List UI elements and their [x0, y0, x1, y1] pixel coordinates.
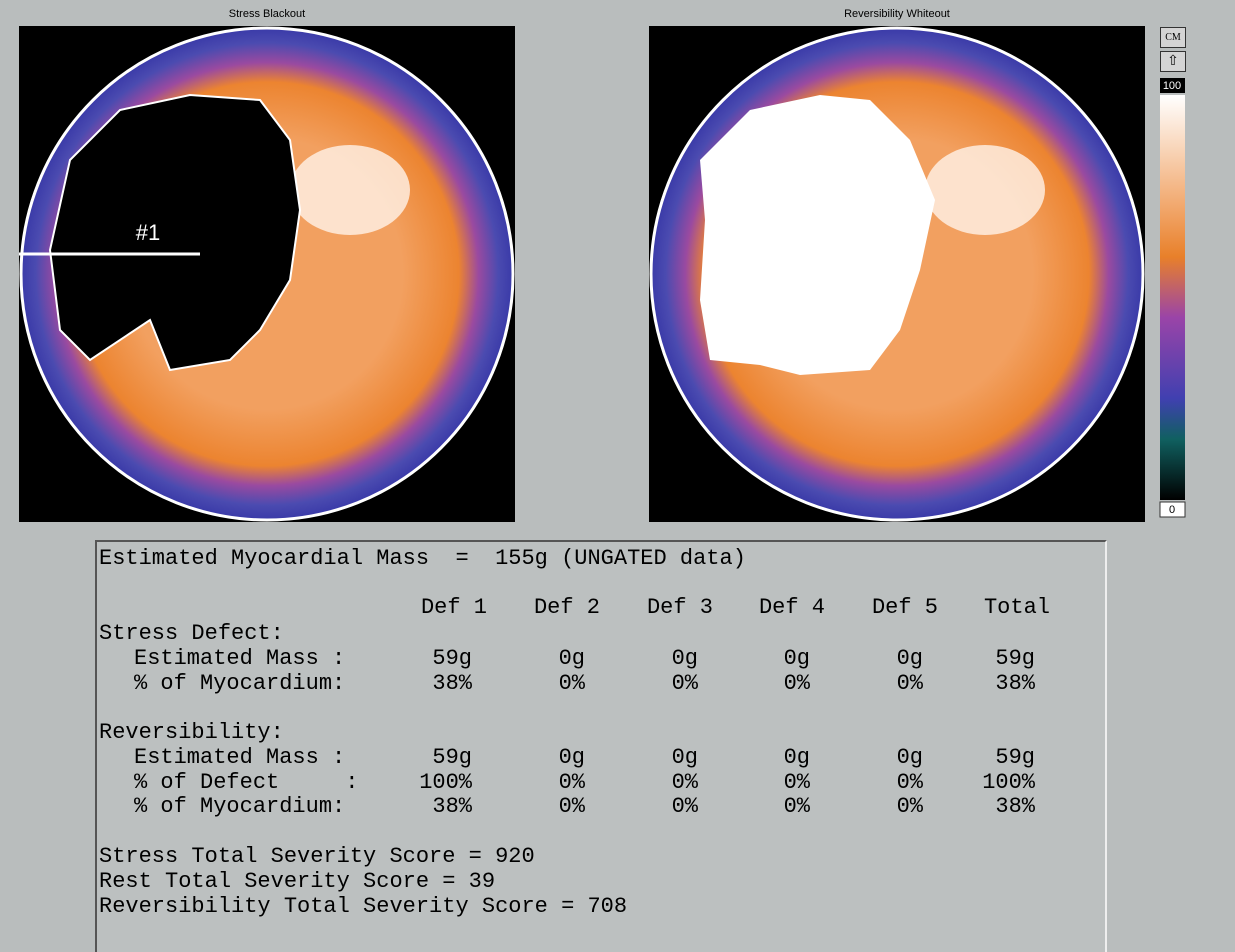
- section-title: Reversibility:: [99, 721, 284, 745]
- map-title: Reversibility Whiteout: [844, 8, 950, 20]
- row-label: % of Defect :: [134, 771, 358, 795]
- cell: 59g: [352, 746, 472, 770]
- cell: 0g: [465, 746, 585, 770]
- cell: 38%: [915, 672, 1035, 696]
- colorbar-min: 0: [1169, 504, 1175, 516]
- app-window: Stress Blackout #1 Reversibility Whiteou…: [0, 0, 1235, 944]
- column-header: Def 3: [593, 596, 713, 620]
- score-line: Rest Total Severity Score = 39: [99, 870, 495, 894]
- arrow-button[interactable]: ⇧: [1160, 51, 1186, 72]
- cell: 38%: [915, 795, 1035, 819]
- map-title: Stress Blackout: [229, 8, 305, 20]
- cell: 0%: [690, 795, 810, 819]
- mass-line: Estimated Myocardial Mass = 155g (UNGATE…: [99, 547, 746, 571]
- cell: 0g: [578, 746, 698, 770]
- defect-label: #1: [136, 220, 160, 245]
- section-title: Stress Defect:: [99, 622, 284, 646]
- cell: 0g: [803, 647, 923, 671]
- cell: 0%: [578, 795, 698, 819]
- column-header: Def 2: [480, 596, 600, 620]
- cell: 100%: [915, 771, 1035, 795]
- row-label: Estimated Mass :: [134, 746, 345, 770]
- cell: 0g: [578, 647, 698, 671]
- cell: 0g: [465, 647, 585, 671]
- cell: 59g: [352, 647, 472, 671]
- cell: 0%: [803, 672, 923, 696]
- report-panel: Estimated Myocardial Mass = 155g (UNGATE…: [95, 540, 1107, 952]
- column-header: Total: [930, 596, 1050, 620]
- row-label: Estimated Mass :: [134, 647, 345, 671]
- cell: 0g: [803, 746, 923, 770]
- cell: 0%: [465, 795, 585, 819]
- cell: 38%: [352, 672, 472, 696]
- polar-maps: Stress Blackout #1 Reversibility Whiteou…: [0, 0, 1235, 530]
- cell: 0%: [803, 795, 923, 819]
- cell: 0g: [690, 746, 810, 770]
- hotspot: [290, 145, 410, 235]
- cell: 0%: [465, 771, 585, 795]
- score-line: Reversibility Total Severity Score = 708: [99, 895, 627, 919]
- cell: 0%: [578, 672, 698, 696]
- column-header: Def 4: [705, 596, 825, 620]
- cell: 0%: [690, 771, 810, 795]
- row-label: % of Myocardium:: [134, 672, 345, 696]
- cell: 100%: [352, 771, 472, 795]
- column-header: Def 5: [818, 596, 938, 620]
- colorbar: [1160, 95, 1185, 500]
- row-label: % of Myocardium:: [134, 795, 345, 819]
- cell: 0%: [578, 771, 698, 795]
- colorbar-max: 100: [1163, 80, 1181, 92]
- cell: 0%: [803, 771, 923, 795]
- cell: 59g: [915, 647, 1035, 671]
- cell: 0g: [690, 647, 810, 671]
- score-line: Stress Total Severity Score = 920: [99, 845, 535, 869]
- cm-button[interactable]: CM: [1160, 27, 1186, 48]
- cell: 0%: [465, 672, 585, 696]
- cell: 38%: [352, 795, 472, 819]
- hotspot: [925, 145, 1045, 235]
- column-header: Def 1: [367, 596, 487, 620]
- cell: 0%: [690, 672, 810, 696]
- cell: 59g: [915, 746, 1035, 770]
